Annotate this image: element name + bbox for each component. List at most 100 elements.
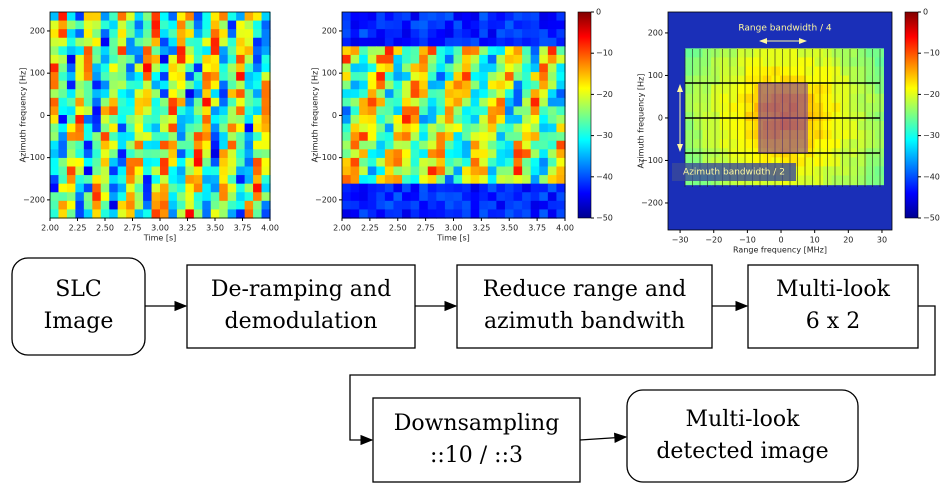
heatmap-cell — [253, 106, 263, 116]
heatmap-cell — [874, 57, 884, 68]
heatmap-cell — [219, 132, 229, 142]
heatmap-cell — [143, 132, 153, 142]
heatmap-cell — [393, 80, 403, 90]
heatmap-cell — [384, 149, 395, 159]
heatmap-cell — [168, 123, 178, 133]
heatmap-cell — [367, 97, 377, 108]
heatmap-cell — [75, 123, 85, 133]
heatmap-cell — [359, 166, 369, 176]
heatmap-cell — [522, 89, 532, 99]
heatmap-cell — [210, 46, 220, 56]
heatmap-cell — [857, 102, 867, 113]
heatmap-cell — [487, 209, 497, 219]
heatmap-cell — [539, 80, 549, 90]
heatmap-cell — [75, 183, 85, 193]
heatmap-cell — [702, 75, 712, 86]
heatmap-cell — [427, 106, 437, 116]
heatmap-cell — [227, 72, 237, 82]
heatmap-cell — [109, 106, 119, 116]
heatmap-cell — [719, 93, 729, 104]
heatmap-cell — [547, 97, 558, 108]
heatmap-cell — [367, 149, 377, 159]
heatmap-cell — [462, 12, 472, 22]
heatmap-cell — [470, 12, 480, 22]
heatmap-cell — [547, 20, 558, 30]
heatmap-cell — [367, 106, 377, 116]
heatmap-cell — [479, 140, 489, 150]
heatmap-cell — [75, 209, 85, 219]
heatmap-cell — [427, 54, 437, 65]
heatmap-cell — [504, 37, 515, 47]
heatmap-cell — [176, 123, 186, 133]
heatmap-cell — [244, 89, 254, 99]
heatmap-cell — [66, 166, 76, 176]
node-label: De-ramping and — [211, 277, 391, 302]
heatmap-cell — [419, 54, 429, 65]
x-tick-label: 3.50 — [206, 224, 224, 233]
heatmap-cell — [513, 157, 523, 168]
heatmap-cell — [185, 140, 195, 150]
heatmap-cell — [805, 84, 816, 95]
heatmap-cell — [419, 89, 429, 99]
colorbar — [904, 11, 919, 219]
heatmap-cell — [479, 12, 489, 22]
heatmap-cell — [444, 46, 455, 56]
heatmap-cell — [83, 89, 93, 99]
heatmap-cell — [556, 132, 566, 142]
heatmap-cell — [100, 140, 110, 150]
heatmap-cell — [227, 115, 237, 125]
heatmap-cell — [487, 166, 497, 176]
heatmap-cell — [693, 66, 704, 77]
heatmap-cell — [470, 200, 480, 211]
heatmap-cell — [376, 80, 386, 90]
heatmap-cell — [50, 149, 60, 159]
heatmap-cell — [556, 123, 566, 133]
heatmap-cell — [840, 66, 850, 77]
heatmap-cell — [496, 149, 506, 159]
heatmap-cell — [848, 57, 859, 68]
heatmap-cell — [470, 20, 480, 30]
heatmap-cell — [100, 149, 110, 159]
heatmap-cell — [384, 140, 395, 150]
heatmap-cell — [109, 183, 119, 193]
heatmap-cell — [359, 209, 369, 219]
heatmap-cell — [134, 140, 144, 150]
heatmap-cell — [539, 46, 549, 56]
heatmap-cell — [556, 115, 566, 125]
heatmap-cell — [151, 115, 161, 125]
heatmap-cell — [367, 89, 377, 99]
heatmap-cell — [462, 63, 472, 73]
heatmap-cell — [797, 75, 807, 86]
heatmap-cell — [702, 121, 712, 131]
heatmap-cell — [253, 140, 263, 150]
heatmap-cell — [109, 97, 119, 108]
heatmap-cell — [479, 106, 489, 116]
arrow — [579, 432, 628, 443]
heatmap-cell — [840, 130, 850, 140]
node-label: Multi-look — [686, 407, 801, 432]
heatmap-cell — [376, 12, 386, 22]
heatmap-cell — [367, 115, 377, 125]
heatmap-cell — [176, 72, 186, 82]
heatmap-cell — [342, 46, 352, 56]
heatmap-cell — [219, 192, 229, 202]
heatmap-cell — [427, 183, 437, 193]
heatmap-cell — [160, 54, 170, 65]
heatmap-cell — [848, 93, 859, 104]
heatmap-cell — [410, 37, 420, 47]
heatmap-cell — [75, 29, 85, 39]
heatmap-cell — [436, 200, 446, 211]
heatmap-cell — [702, 93, 712, 104]
heatmap-cell — [75, 132, 85, 142]
heatmap-cell — [143, 37, 153, 47]
heatmap-cell — [487, 37, 497, 47]
heatmap-cell — [436, 209, 446, 219]
heatmap-cell — [556, 54, 566, 65]
heatmap-cell — [342, 183, 352, 193]
heatmap-cell — [359, 106, 369, 116]
heatmap-cell — [126, 209, 136, 219]
heatmap-cell — [100, 183, 110, 193]
annotation: Azimuth bandwidth / 2 — [683, 168, 785, 178]
heatmap-cell — [117, 72, 127, 82]
